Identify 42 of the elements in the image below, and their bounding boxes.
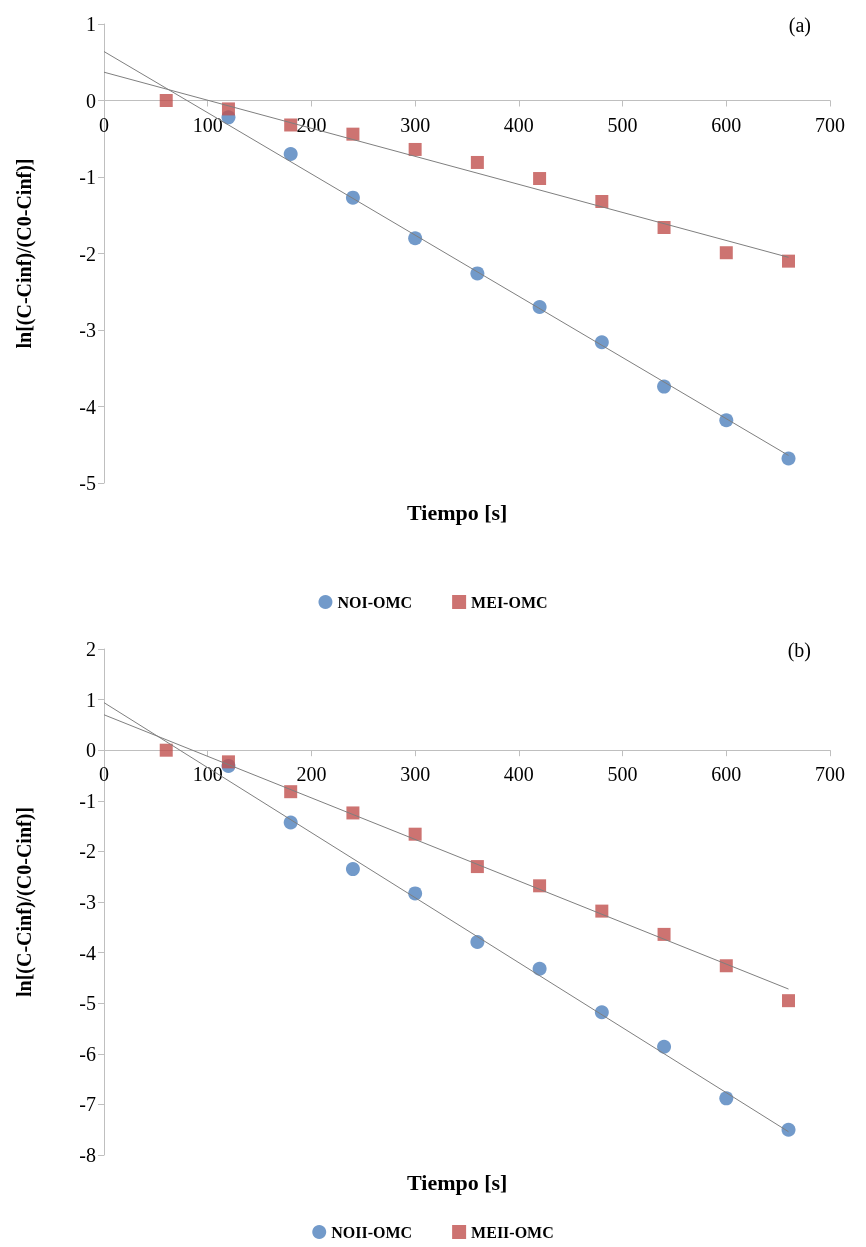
legend-label: NOII-OMC <box>331 1223 413 1241</box>
y-tick-label: -7 <box>79 1093 96 1116</box>
y-axis-title: ln[(C-Cinf)/(C0-Cinf)] <box>13 158 36 349</box>
x-tick-label: 500 <box>607 113 638 136</box>
y-tick-label: -4 <box>79 941 96 964</box>
x-tick-label: 700 <box>815 763 845 786</box>
x-tick-label: 300 <box>400 113 431 136</box>
x-tick-label: 600 <box>711 113 742 136</box>
chart-title: (a) <box>788 14 812 37</box>
y-tick-label: 1 <box>86 688 96 711</box>
legend-label: MEII-OMC <box>471 1223 554 1241</box>
x-tick-label: 600 <box>711 763 742 786</box>
x-tick-label: 200 <box>296 763 327 786</box>
y-tick-label: -2 <box>79 840 96 863</box>
x-tick-label: 400 <box>503 113 534 136</box>
y-tick-label: -6 <box>79 1042 96 1065</box>
y-tick-label: -5 <box>79 472 96 494</box>
y-tick-label: 1 <box>86 13 96 35</box>
x-tick-label: 300 <box>400 763 431 786</box>
legend-label: NOI-OMC <box>337 593 413 611</box>
x-axis-title: Tiempo [s] <box>407 1169 508 1195</box>
x-tick-label: 700 <box>815 113 845 136</box>
y-tick-label: -5 <box>79 992 96 1015</box>
y-tick-label: -4 <box>79 395 96 418</box>
x-axis-title: Tiempo [s] <box>407 499 508 525</box>
y-tick-label: 2 <box>86 638 96 660</box>
y-tick-label: -1 <box>79 789 96 812</box>
y-tick-label: -2 <box>79 242 96 265</box>
chart-title: (b) <box>787 639 812 662</box>
y-tick-label: 0 <box>86 89 96 112</box>
x-tick-label: 100 <box>192 113 223 136</box>
y-tick-label: -3 <box>79 319 96 341</box>
legend-label: MEI-OMC <box>471 593 548 611</box>
y-tick-label: 0 <box>86 739 96 762</box>
x-tick-label: 200 <box>296 113 327 136</box>
x-tick-label: 400 <box>503 763 534 786</box>
y-tick-label: -8 <box>79 1144 96 1166</box>
y-axis-title: ln[(C-Cinf)/(C0-Cinf)] <box>13 807 36 997</box>
x-tick-label: 500 <box>607 763 638 786</box>
x-tick-label: 100 <box>192 763 223 786</box>
y-tick-label: -3 <box>79 891 96 913</box>
y-tick-label: -1 <box>79 166 96 188</box>
